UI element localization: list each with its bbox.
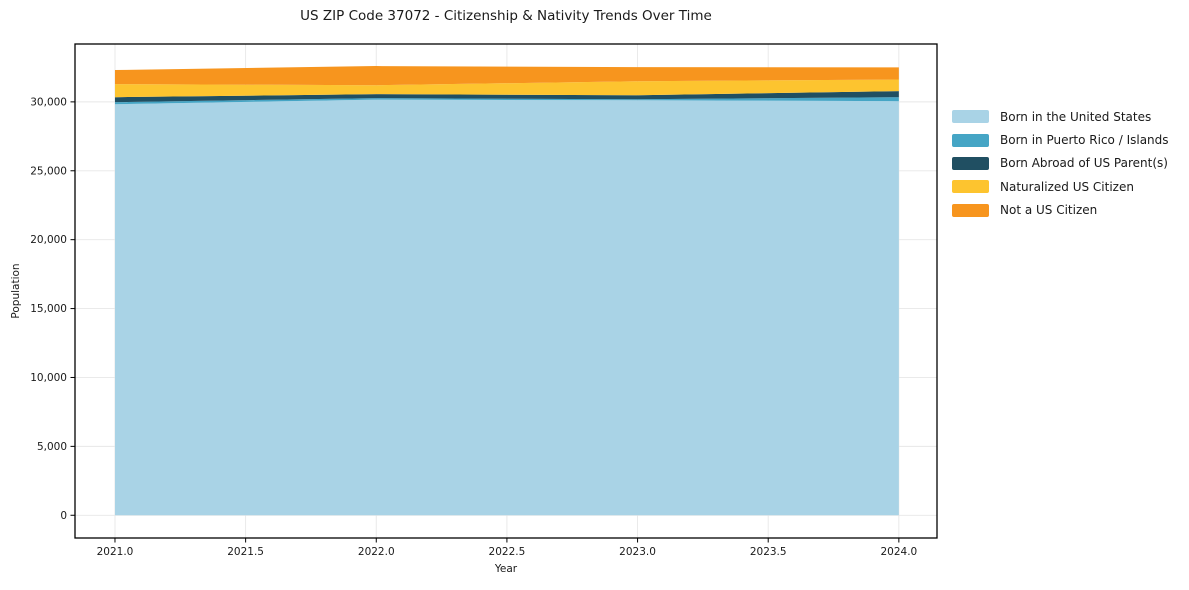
legend-label: Not a US Citizen — [1000, 203, 1098, 218]
x-tick-label: 2021.5 — [227, 546, 264, 558]
legend-swatch — [952, 133, 989, 147]
legend-label: Naturalized US Citizen — [1000, 179, 1134, 194]
legend-item: Born Abroad of US Parent(s) — [952, 152, 1169, 175]
area-series-3 — [114, 79, 899, 98]
legend: Born in the United States Born in Puerto … — [952, 105, 1169, 222]
x-tick-label: 2023.0 — [619, 546, 656, 558]
legend-swatch — [952, 203, 989, 217]
chart-title: US ZIP Code 37072 - Citizenship & Nativi… — [300, 8, 712, 24]
x-tick-label: 2022.0 — [358, 546, 395, 558]
y-axis-label: Population — [10, 263, 22, 319]
area-series-0 — [114, 99, 899, 516]
legend-label: Born Abroad of US Parent(s) — [1000, 156, 1168, 171]
y-tick-label: 25,000 — [30, 165, 67, 177]
area-series-1 — [114, 97, 899, 105]
x-tick-label: 2024.0 — [880, 546, 917, 558]
legend-swatch — [952, 156, 989, 170]
x-axis-label: Year — [494, 563, 518, 575]
legend-swatch — [952, 180, 989, 194]
x-tick-label: 2021.0 — [97, 546, 134, 558]
legend-label: Born in the United States — [1000, 109, 1152, 124]
x-tick-label: 2022.5 — [489, 546, 526, 558]
plot-border — [74, 43, 938, 539]
y-tick-label: 15,000 — [30, 303, 67, 315]
y-tick-label: 0 — [60, 510, 67, 522]
x-tick-label: 2023.5 — [750, 546, 787, 558]
legend-label: Born in Puerto Rico / Islands — [1000, 133, 1169, 148]
legend-item: Not a US Citizen — [952, 199, 1169, 222]
legend-item: Born in Puerto Rico / Islands — [952, 128, 1169, 151]
y-tick-label: 10,000 — [30, 372, 67, 384]
legend-item: Naturalized US Citizen — [952, 175, 1169, 198]
y-tick-label: 20,000 — [30, 234, 67, 246]
area-series-2 — [114, 91, 899, 103]
legend-item: Born in the United States — [952, 105, 1169, 128]
area-series-4 — [114, 66, 899, 86]
y-tick-label: 30,000 — [30, 96, 67, 108]
legend-swatch — [952, 110, 989, 124]
y-tick-label: 5,000 — [37, 441, 67, 453]
